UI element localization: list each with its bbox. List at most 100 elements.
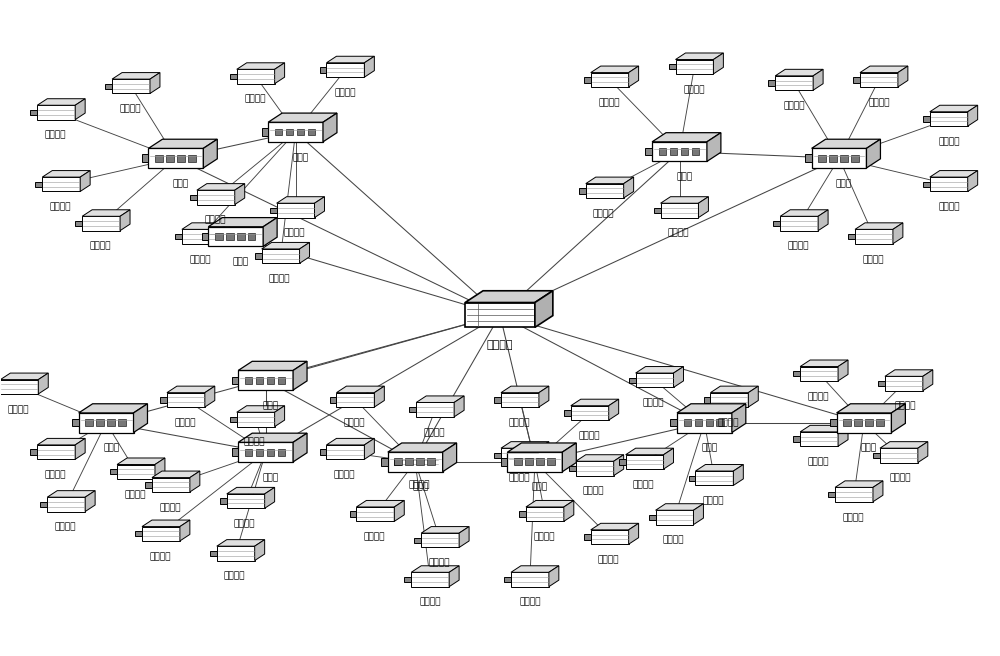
Polygon shape	[507, 443, 576, 452]
Polygon shape	[155, 155, 163, 161]
Polygon shape	[232, 377, 238, 384]
Polygon shape	[75, 221, 82, 226]
Polygon shape	[142, 520, 190, 527]
Polygon shape	[277, 203, 315, 218]
Polygon shape	[880, 441, 928, 448]
Polygon shape	[238, 433, 307, 442]
Text: 控制器: 控制器	[861, 443, 877, 453]
Polygon shape	[42, 171, 90, 177]
Text: 交换设备: 交换设备	[807, 392, 829, 401]
Polygon shape	[175, 234, 182, 239]
Polygon shape	[674, 367, 683, 388]
Polygon shape	[155, 458, 165, 479]
Polygon shape	[85, 491, 95, 512]
Text: 交换设备: 交换设备	[174, 418, 196, 427]
Polygon shape	[968, 171, 978, 192]
Text: 交换设备: 交换设备	[939, 137, 960, 146]
Polygon shape	[829, 155, 837, 161]
Polygon shape	[624, 177, 634, 198]
Polygon shape	[401, 455, 439, 469]
Polygon shape	[47, 491, 95, 497]
Polygon shape	[79, 413, 134, 432]
Polygon shape	[562, 443, 576, 472]
Polygon shape	[812, 139, 880, 148]
Polygon shape	[96, 419, 104, 426]
Polygon shape	[805, 154, 812, 162]
Polygon shape	[649, 515, 656, 520]
Polygon shape	[263, 218, 277, 247]
Text: 交换设备: 交换设备	[428, 559, 450, 567]
Polygon shape	[37, 445, 75, 459]
Polygon shape	[661, 197, 708, 203]
Polygon shape	[670, 148, 677, 155]
Polygon shape	[268, 122, 323, 142]
Polygon shape	[262, 249, 300, 263]
Polygon shape	[677, 404, 746, 413]
Polygon shape	[439, 448, 449, 469]
Polygon shape	[256, 377, 263, 384]
Text: 交换设备: 交换设备	[204, 216, 226, 224]
Polygon shape	[695, 419, 702, 426]
Polygon shape	[82, 216, 120, 231]
Polygon shape	[323, 113, 337, 142]
Text: 交换设备: 交换设备	[159, 503, 181, 512]
Polygon shape	[411, 565, 459, 572]
Polygon shape	[166, 155, 174, 161]
Polygon shape	[710, 386, 758, 393]
Polygon shape	[838, 360, 848, 381]
Polygon shape	[968, 105, 978, 126]
Polygon shape	[676, 53, 723, 60]
Text: 交换设备: 交换设备	[599, 98, 620, 107]
Polygon shape	[75, 98, 85, 119]
Polygon shape	[830, 419, 837, 426]
Text: 交换设备: 交换设备	[408, 480, 430, 489]
Polygon shape	[586, 177, 634, 184]
Polygon shape	[232, 449, 238, 456]
Polygon shape	[661, 203, 698, 218]
Polygon shape	[898, 66, 908, 87]
Polygon shape	[203, 139, 217, 168]
Polygon shape	[501, 458, 507, 466]
Polygon shape	[465, 291, 553, 302]
Polygon shape	[629, 66, 639, 87]
Polygon shape	[768, 80, 775, 86]
Polygon shape	[586, 184, 624, 198]
Polygon shape	[148, 148, 203, 168]
Polygon shape	[145, 482, 152, 487]
Text: 交换设备: 交换设备	[783, 101, 805, 110]
Text: 交换设备: 交换设备	[807, 457, 829, 466]
Text: 交换设备: 交换设备	[939, 203, 960, 212]
Polygon shape	[197, 190, 235, 205]
Polygon shape	[780, 216, 818, 231]
Polygon shape	[35, 182, 42, 187]
Polygon shape	[277, 197, 324, 203]
Text: 交换设备: 交换设备	[44, 131, 66, 140]
Polygon shape	[416, 403, 454, 417]
Text: 控制器: 控制器	[701, 443, 717, 453]
Polygon shape	[609, 400, 619, 420]
Polygon shape	[262, 129, 268, 136]
Polygon shape	[297, 129, 304, 135]
Polygon shape	[525, 459, 533, 465]
Polygon shape	[564, 501, 574, 522]
Polygon shape	[835, 487, 873, 502]
Polygon shape	[381, 458, 388, 466]
Polygon shape	[326, 438, 374, 445]
Text: 交换设备: 交换设备	[703, 497, 724, 506]
Text: 控制器: 控制器	[103, 443, 119, 453]
Polygon shape	[780, 210, 828, 216]
Text: 交换设备: 交换设备	[419, 598, 441, 607]
Polygon shape	[0, 373, 48, 380]
Polygon shape	[405, 459, 413, 465]
Polygon shape	[237, 70, 275, 84]
Polygon shape	[838, 425, 848, 446]
Text: 交换设备: 交换设备	[189, 255, 211, 264]
Polygon shape	[539, 441, 549, 462]
Text: 交换设备: 交换设备	[364, 533, 385, 541]
Polygon shape	[237, 63, 285, 70]
Text: 交换设备: 交换设备	[89, 242, 111, 251]
Polygon shape	[636, 373, 674, 388]
Polygon shape	[237, 405, 285, 412]
Polygon shape	[394, 459, 402, 465]
Polygon shape	[336, 393, 374, 407]
